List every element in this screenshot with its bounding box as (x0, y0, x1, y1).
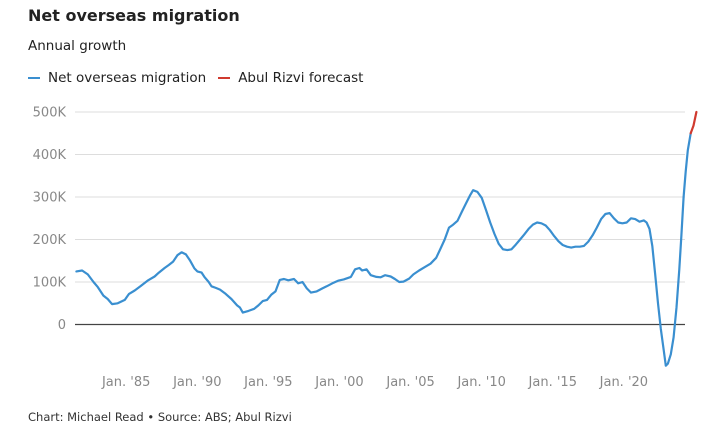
x-tick-label: Jan. '95 (243, 375, 292, 390)
y-tick-label: 0 (58, 318, 66, 333)
x-tick-label: Jan. '05 (385, 375, 434, 390)
legend: Net overseas migration Abul Rizvi foreca… (28, 70, 375, 86)
y-tick-label: 200K (33, 233, 67, 248)
legend-label-forecast: Abul Rizvi forecast (238, 70, 364, 86)
y-tick-label: 300K (33, 191, 67, 206)
y-tick-label: 500K (33, 106, 67, 121)
series-line-net-overseas-migration (75, 132, 692, 367)
x-tick-label: Jan. '00 (314, 375, 363, 390)
x-tick-label: Jan. '85 (101, 375, 150, 390)
legend-item-forecast: Abul Rizvi forecast (218, 70, 363, 86)
legend-swatch-blue (28, 77, 40, 79)
x-tick-label: Jan. '10 (456, 375, 505, 390)
chart-title: Net overseas migration (28, 6, 240, 25)
series-line-forecast (689, 110, 698, 135)
legend-item-net-overseas-migration: Net overseas migration (28, 70, 206, 86)
y-tick-label: 400K (33, 148, 67, 163)
y-tick-label: 100K (33, 276, 67, 291)
source-credit: Chart: Michael Read • Source: ABS; Abul … (28, 410, 292, 424)
chart-subtitle: Annual growth (28, 38, 127, 54)
x-tick-label: Jan. '15 (528, 375, 577, 390)
legend-swatch-red (218, 77, 231, 79)
legend-label-net-overseas-migration: Net overseas migration (48, 70, 207, 86)
x-tick-label: Jan. '20 (599, 375, 648, 390)
x-tick-label: Jan. '90 (172, 375, 221, 390)
